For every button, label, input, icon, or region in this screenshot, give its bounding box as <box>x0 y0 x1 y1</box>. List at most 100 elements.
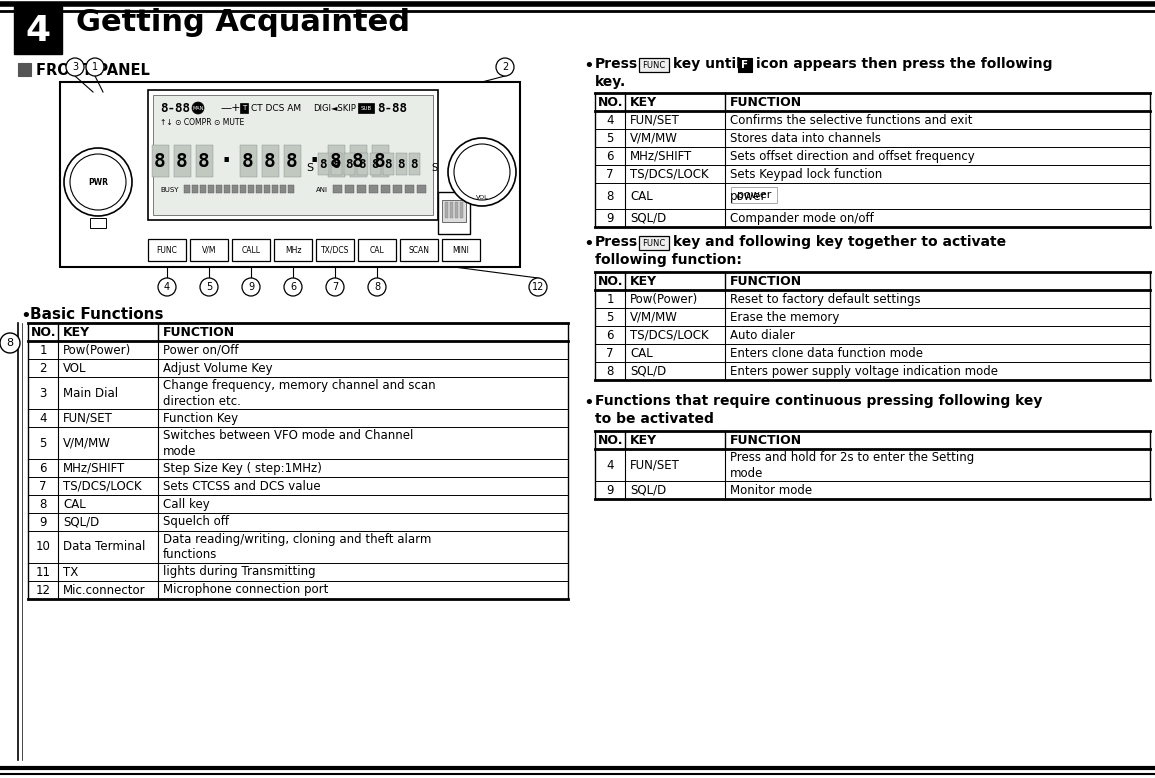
Text: 8: 8 <box>176 152 188 170</box>
Bar <box>345 185 353 193</box>
Text: Step Size Key ( step:1MHz): Step Size Key ( step:1MHz) <box>163 461 322 475</box>
Bar <box>148 239 186 261</box>
Text: mode: mode <box>163 444 196 457</box>
Text: 6: 6 <box>606 149 613 163</box>
Text: Press and hold for 2s to enter the Setting: Press and hold for 2s to enter the Setti… <box>730 450 975 464</box>
Text: Adjust Volume Key: Adjust Volume Key <box>163 362 273 374</box>
Text: Switches between VFO mode and Channel: Switches between VFO mode and Channel <box>163 429 413 441</box>
Bar <box>639 236 669 250</box>
Text: 2: 2 <box>502 62 508 72</box>
Text: V/M: V/M <box>202 246 216 254</box>
Bar <box>248 185 254 193</box>
Text: KEY: KEY <box>629 275 657 288</box>
Text: Main Dial: Main Dial <box>64 387 118 399</box>
Text: KEY: KEY <box>629 96 657 108</box>
Text: CAL: CAL <box>629 346 653 359</box>
Text: Mic.connector: Mic.connector <box>64 584 146 597</box>
Circle shape <box>495 58 514 76</box>
Text: 8: 8 <box>39 497 46 510</box>
Bar <box>438 192 470 234</box>
Text: 8: 8 <box>606 365 613 377</box>
Bar <box>442 239 480 261</box>
Text: FRONT PANEL: FRONT PANEL <box>36 63 150 78</box>
Bar <box>148 90 438 220</box>
Text: 8: 8 <box>374 282 380 292</box>
Text: 8: 8 <box>371 157 379 170</box>
Text: CAL: CAL <box>64 497 85 510</box>
Bar <box>350 145 367 177</box>
Text: mode: mode <box>730 467 763 479</box>
Text: 8: 8 <box>397 157 404 170</box>
Text: 9: 9 <box>606 483 613 496</box>
Bar <box>328 145 345 177</box>
Text: lights during Transmitting: lights during Transmitting <box>163 566 315 579</box>
Text: 8-88: 8-88 <box>377 101 407 114</box>
Bar <box>358 103 374 113</box>
Text: direction etc.: direction etc. <box>163 394 241 408</box>
Text: power: power <box>730 190 767 202</box>
Text: 8: 8 <box>330 152 342 170</box>
Text: Sets CTCSS and DCS value: Sets CTCSS and DCS value <box>163 479 321 492</box>
Circle shape <box>64 148 132 216</box>
Text: TX: TX <box>64 566 79 579</box>
Text: CAL: CAL <box>629 190 653 202</box>
Text: .: . <box>222 143 231 167</box>
Text: 12: 12 <box>36 584 51 597</box>
Text: FUNC: FUNC <box>157 246 178 254</box>
Text: 8: 8 <box>333 157 340 170</box>
Circle shape <box>326 278 344 296</box>
Text: key and following key together to activate: key and following key together to activa… <box>673 235 1006 249</box>
Text: to be activated: to be activated <box>595 412 714 426</box>
Circle shape <box>85 58 104 76</box>
Text: 3: 3 <box>72 62 79 72</box>
Text: SQL/D: SQL/D <box>64 516 99 528</box>
Text: Function Key: Function Key <box>163 412 238 425</box>
Text: SCAN: SCAN <box>409 246 430 254</box>
Text: Change frequency, memory channel and scan: Change frequency, memory channel and sca… <box>163 379 435 391</box>
Text: SQL/D: SQL/D <box>629 483 666 496</box>
Text: Monitor mode: Monitor mode <box>730 483 812 496</box>
Bar <box>256 185 262 193</box>
Text: •: • <box>20 307 31 325</box>
Text: 9: 9 <box>248 282 254 292</box>
Text: 8: 8 <box>385 157 392 170</box>
Bar <box>372 145 389 177</box>
Bar <box>14 4 62 54</box>
Bar <box>383 153 394 175</box>
Text: Reset to factory default settings: Reset to factory default settings <box>730 293 921 306</box>
Text: .: . <box>310 143 319 167</box>
Bar <box>200 185 206 193</box>
Text: 12: 12 <box>531 282 544 292</box>
Text: following function:: following function: <box>595 253 742 267</box>
Bar <box>445 202 448 218</box>
Bar <box>318 153 329 175</box>
Bar <box>455 202 459 218</box>
Bar <box>232 239 270 261</box>
Text: FUNC: FUNC <box>642 239 665 247</box>
Bar <box>280 185 286 193</box>
Bar <box>240 185 246 193</box>
Bar <box>174 145 191 177</box>
Text: Data reading/writing, cloning and theft alarm: Data reading/writing, cloning and theft … <box>163 532 431 545</box>
Text: 7: 7 <box>606 346 613 359</box>
Text: KEY: KEY <box>64 325 90 338</box>
Text: NO.: NO. <box>31 325 57 338</box>
Text: Squelch off: Squelch off <box>163 516 229 528</box>
Text: 4: 4 <box>606 458 613 471</box>
Bar <box>417 185 426 193</box>
Bar <box>18 63 31 76</box>
Bar <box>442 200 465 222</box>
Bar <box>184 185 191 193</box>
Text: 4: 4 <box>606 114 613 127</box>
Text: NO.: NO. <box>598 275 624 288</box>
Text: FUNCTION: FUNCTION <box>730 275 802 288</box>
Bar <box>60 82 520 267</box>
Text: Functions that require continuous pressing following key: Functions that require continuous pressi… <box>595 394 1042 408</box>
Circle shape <box>448 138 516 206</box>
Bar <box>274 239 312 261</box>
Text: Press: Press <box>595 57 638 71</box>
Text: 5: 5 <box>206 282 213 292</box>
Bar <box>196 145 213 177</box>
Text: FUNCTION: FUNCTION <box>163 325 236 338</box>
Text: 6: 6 <box>606 328 613 342</box>
